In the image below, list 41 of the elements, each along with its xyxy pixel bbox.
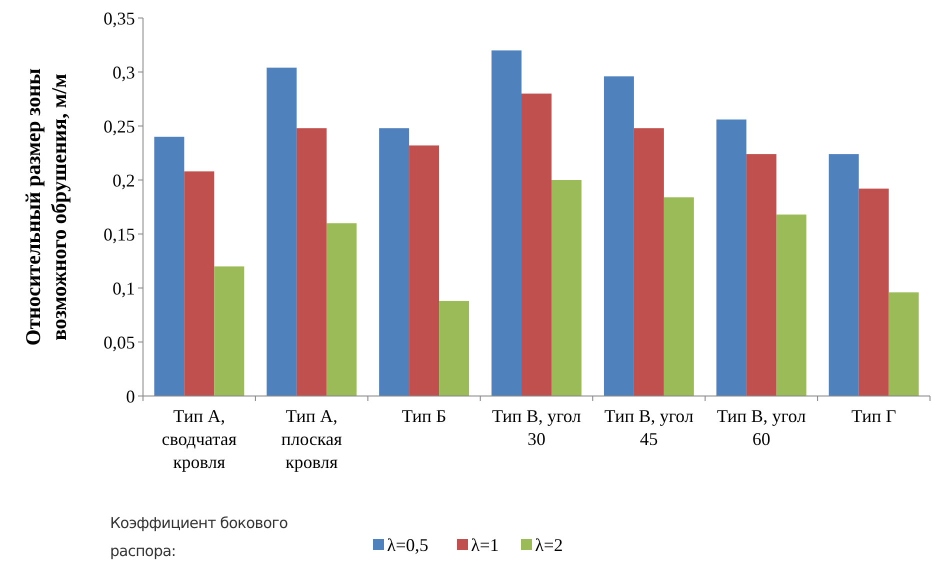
- bar: [492, 50, 522, 396]
- x-tick-label: Тип В, угол 45: [604, 406, 694, 449]
- x-tick-label: Тип А, сводчатая кровля: [162, 406, 237, 472]
- bar: [828, 154, 859, 396]
- y-tick-label: 0,35: [104, 8, 135, 28]
- bar: [522, 94, 552, 396]
- legend-label: λ=1: [471, 535, 499, 555]
- x-tick-label: Тип Б: [402, 406, 446, 426]
- y-tick-label: 0,05: [104, 332, 135, 352]
- bar: [634, 128, 664, 396]
- bar: [154, 136, 184, 396]
- y-tick-label: 0,3: [112, 62, 135, 82]
- y-tick-label: 0: [126, 386, 135, 406]
- x-tick-label: Тип В, угол 30: [492, 406, 582, 449]
- bar: [604, 76, 634, 396]
- bar: [716, 120, 746, 396]
- legend-title: Коэффициент бокового распора:: [110, 514, 288, 560]
- bar: [551, 180, 582, 396]
- legend-label: λ=0,5: [387, 535, 428, 555]
- bar: [379, 128, 410, 396]
- bar: [326, 223, 357, 396]
- x-tick-label: Тип В, угол 60: [716, 406, 806, 449]
- bar: [746, 154, 776, 396]
- y-tick-label: 0,25: [104, 116, 135, 136]
- y-tick-label: 0,15: [104, 224, 135, 244]
- y-axis-title: Относительный размер зоны возможного обрушения, м/м: [21, 68, 71, 346]
- bar: [888, 292, 919, 396]
- bar: [266, 68, 297, 396]
- bar: [858, 188, 889, 396]
- x-tick-label: Тип А, плоская кровля: [281, 406, 342, 472]
- bar: [409, 145, 440, 396]
- bar: [439, 300, 470, 396]
- legend-label: λ=2: [535, 535, 563, 555]
- y-tick-label: 0,1: [112, 278, 135, 298]
- bar: [296, 128, 327, 396]
- x-tick-label: Тип Г: [851, 406, 896, 426]
- bar: [214, 266, 244, 396]
- bar: [776, 214, 806, 396]
- bar: [184, 171, 214, 396]
- y-tick-label: 0,2: [112, 170, 135, 190]
- bar: [664, 197, 694, 396]
